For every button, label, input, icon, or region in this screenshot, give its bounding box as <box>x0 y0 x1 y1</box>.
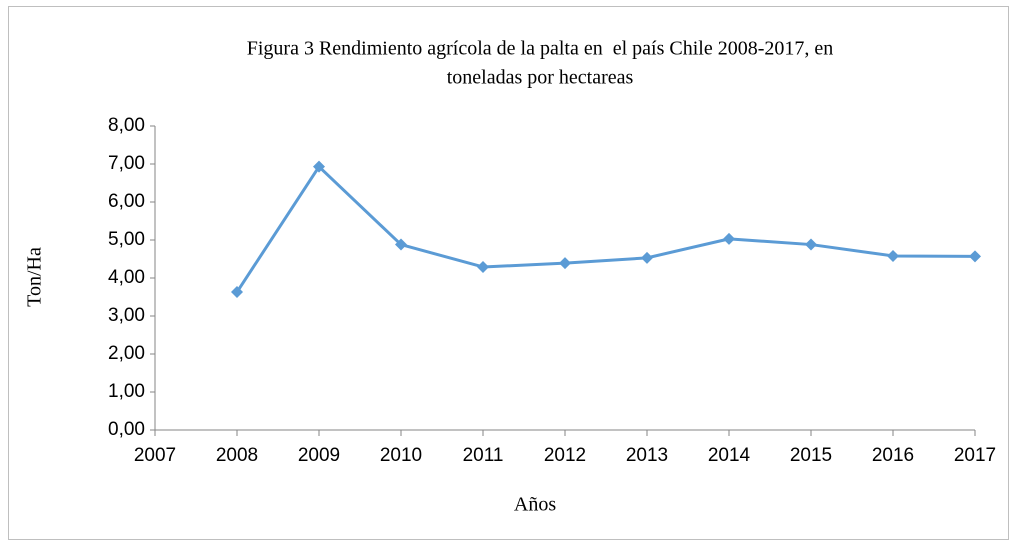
y-tick-label: 7,00 <box>108 153 145 174</box>
y-axis-title: Ton/Ha <box>24 247 46 307</box>
x-tick-label: 2010 <box>380 445 422 466</box>
marker <box>313 160 325 173</box>
marker <box>969 250 981 263</box>
x-tick-label: 2014 <box>708 445 751 466</box>
x-tick-label: 2008 <box>216 445 258 466</box>
marker <box>887 249 899 262</box>
x-tick-label: 2013 <box>626 445 668 466</box>
chart-border <box>8 6 1009 540</box>
y-tick-label: 8,00 <box>108 115 145 136</box>
marker <box>559 257 571 270</box>
chart-title: toneladas por hectareas <box>447 67 634 89</box>
line <box>235 165 976 293</box>
x-axis-title: Años <box>514 494 556 516</box>
y-tick-label: 1,00 <box>108 381 145 402</box>
x-tick-label: 2007 <box>134 445 176 466</box>
x-tick-label: 2017 <box>954 445 996 466</box>
marker <box>805 238 817 251</box>
y-tick-label: 4,00 <box>108 267 145 288</box>
x-tick-label: 2011 <box>463 445 504 466</box>
marker <box>395 238 407 251</box>
y-tick-label: 6,00 <box>108 191 145 212</box>
y-tick-label: 0,00 <box>108 419 145 440</box>
x-tick-label: 2009 <box>298 445 340 466</box>
marker <box>477 260 489 273</box>
x-tick-label: 2016 <box>872 445 914 466</box>
chart-title: Figura 3 Rendimiento agrícola de la palt… <box>247 38 834 60</box>
marker <box>723 232 735 245</box>
y-tick-label: 3,00 <box>108 305 145 326</box>
marker <box>231 286 243 299</box>
x-tick-label: 2012 <box>544 445 586 466</box>
y-tick-label: 2,00 <box>108 343 145 364</box>
marker <box>641 251 653 264</box>
x-tick-label: 2015 <box>790 445 832 466</box>
y-tick-label: 5,00 <box>108 229 145 250</box>
